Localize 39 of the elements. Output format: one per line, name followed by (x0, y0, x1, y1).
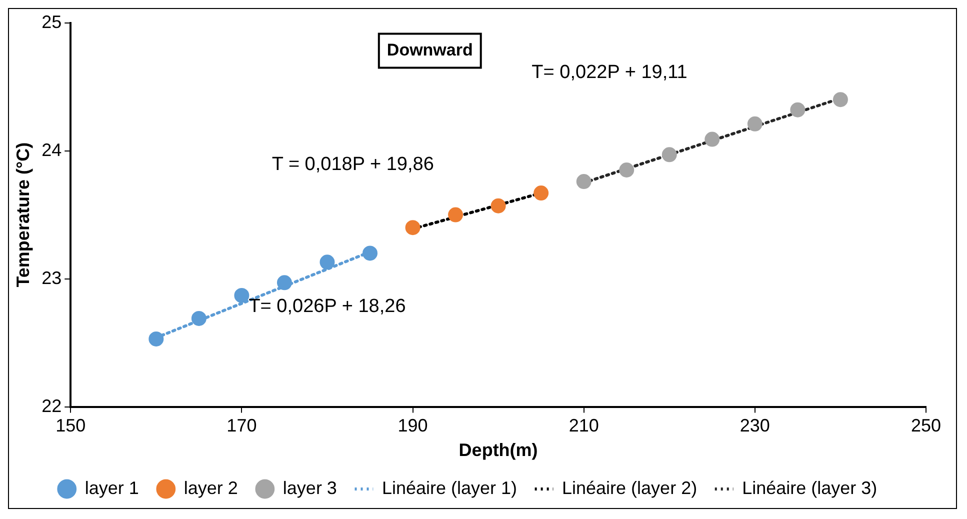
x-tick-label: 170 (226, 416, 257, 436)
y-tick-label: 25 (42, 12, 62, 32)
y-tick-label: 23 (42, 268, 62, 288)
point (191, 310, 206, 326)
x-tick-label: 150 (56, 416, 86, 436)
point (790, 102, 806, 118)
x-axis-title: Depth(m) (458, 440, 538, 460)
point (534, 186, 549, 201)
annotation: Downward (386, 40, 473, 60)
point (405, 220, 420, 236)
point (362, 246, 378, 261)
point (704, 132, 720, 147)
annotation: T = 0,018P + 19,86 (272, 154, 434, 176)
point (234, 288, 250, 303)
legend-label: Linéaire (layer 2) (562, 478, 698, 498)
annotation: T= 0,022P + 19,11 (532, 62, 688, 83)
legend-label: Linéaire (layer 3) (742, 478, 878, 498)
x-tick-label: 230 (740, 416, 770, 436)
y-tick-label: 22 (42, 396, 62, 416)
point (148, 331, 164, 346)
point (832, 92, 848, 108)
legend-label: layer 3 (282, 478, 337, 498)
point (490, 198, 506, 214)
x-tick-label: 210 (568, 416, 599, 436)
annotation: T= 0,026P + 18,26 (248, 296, 406, 318)
point (276, 275, 292, 290)
x-tick-label: 190 (398, 416, 428, 436)
point (662, 147, 677, 162)
y-axis-title: Temperature (°C) (12, 142, 33, 288)
legend-label: Linéaire (layer 1) (382, 478, 518, 498)
y-tick-label: 24 (42, 140, 62, 160)
legend-label: layer 1 (84, 478, 139, 498)
point (448, 207, 464, 222)
point (619, 162, 634, 178)
point (320, 254, 335, 270)
legend-label: layer 2 (184, 478, 238, 498)
point (576, 174, 592, 190)
x-tick-label: 250 (910, 416, 942, 436)
point (747, 116, 762, 132)
